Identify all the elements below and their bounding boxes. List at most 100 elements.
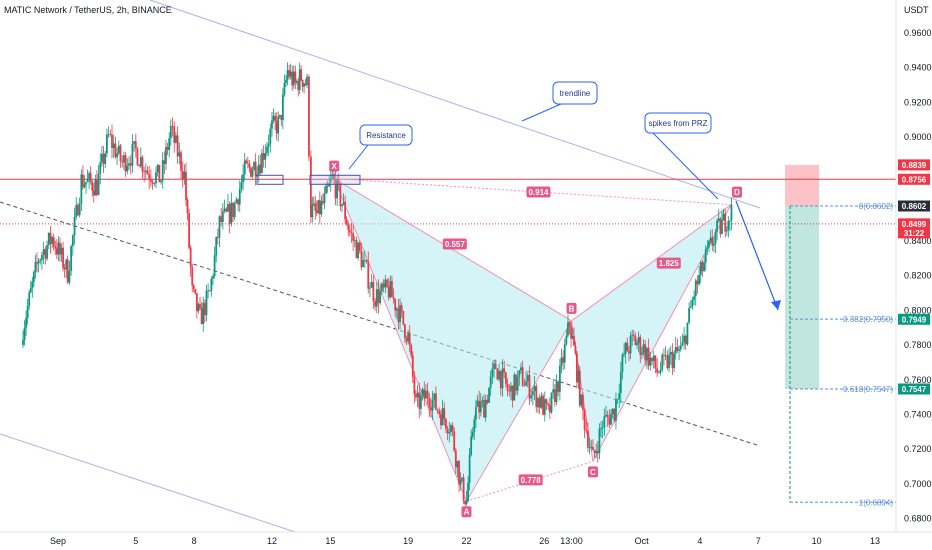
fib-level-label: 0(0.8602) bbox=[859, 202, 894, 211]
candle-body bbox=[407, 332, 410, 342]
candle-body bbox=[250, 167, 252, 177]
candle-body bbox=[711, 237, 714, 246]
candle-body bbox=[688, 307, 690, 323]
candle-body bbox=[375, 289, 378, 307]
price-tag-countdown: 31:22 bbox=[904, 229, 925, 238]
pattern-leg bbox=[466, 320, 572, 502]
candle-body bbox=[470, 436, 473, 456]
candle-body bbox=[358, 242, 361, 251]
candle-body bbox=[181, 170, 184, 180]
candle-body bbox=[28, 292, 31, 306]
candle-body bbox=[352, 233, 355, 241]
candle-body bbox=[537, 397, 539, 408]
x-tick-label: 4 bbox=[697, 536, 702, 546]
candle-body bbox=[448, 432, 451, 434]
candle-body bbox=[114, 143, 117, 158]
fib-level-label: 0.382(0.7950) bbox=[843, 315, 893, 324]
bcd-triangle bbox=[571, 204, 732, 462]
candle-body bbox=[60, 247, 63, 255]
candle-body bbox=[186, 200, 189, 214]
candle-body bbox=[117, 145, 120, 154]
candle-body bbox=[501, 368, 504, 389]
candle-body bbox=[37, 261, 40, 264]
candle-body bbox=[66, 259, 69, 283]
candle-body bbox=[459, 479, 462, 485]
candle-body bbox=[107, 134, 110, 135]
candle-body bbox=[515, 374, 517, 391]
x-tick-label: 26 bbox=[539, 536, 549, 546]
candle-body bbox=[400, 305, 403, 311]
candle-body bbox=[674, 347, 677, 354]
candle-body bbox=[253, 162, 255, 170]
candle-body bbox=[55, 248, 58, 255]
candle-body bbox=[430, 407, 432, 411]
candle-body bbox=[397, 308, 400, 323]
candle-body bbox=[46, 245, 48, 259]
candle-body bbox=[392, 297, 395, 300]
candle-body bbox=[357, 242, 360, 259]
candle-body bbox=[420, 395, 422, 409]
candle-body bbox=[199, 304, 201, 309]
candle-body bbox=[165, 146, 167, 164]
candle-body bbox=[350, 232, 353, 234]
candle-body bbox=[588, 447, 591, 449]
candle-body bbox=[348, 229, 351, 233]
candle-body bbox=[395, 308, 398, 311]
candle-body bbox=[32, 271, 35, 282]
candle-body bbox=[465, 501, 468, 505]
candle-body bbox=[542, 395, 544, 415]
candle-body bbox=[138, 165, 141, 167]
candle-body bbox=[149, 179, 152, 182]
candle-body bbox=[109, 134, 112, 135]
candle-body bbox=[185, 171, 187, 201]
candle-body bbox=[124, 155, 127, 172]
candle-body bbox=[126, 165, 129, 172]
candle-body bbox=[698, 274, 700, 285]
candle-body bbox=[363, 260, 366, 261]
candle-body bbox=[36, 261, 38, 264]
candle-body bbox=[717, 218, 720, 221]
candle-body bbox=[303, 83, 305, 87]
candle-body bbox=[610, 413, 612, 425]
pattern-point-label: A bbox=[464, 508, 470, 517]
candle-body bbox=[235, 199, 238, 203]
fib-level-label: 1(0.6894) bbox=[859, 498, 894, 507]
candle-body bbox=[139, 157, 142, 167]
candle-body bbox=[725, 230, 728, 232]
trendline-upper bbox=[149, 0, 761, 209]
candle-body bbox=[421, 389, 424, 396]
candle-body bbox=[608, 417, 611, 425]
candle-body bbox=[475, 406, 477, 420]
candle-body bbox=[435, 393, 437, 410]
candle-body bbox=[663, 354, 665, 356]
candle-body bbox=[169, 126, 172, 139]
candle-body bbox=[47, 232, 50, 246]
candle-body bbox=[523, 385, 526, 387]
candle-body bbox=[311, 204, 314, 218]
candle-body bbox=[54, 246, 57, 249]
fib-level-label: 0.618(0.7547) bbox=[843, 385, 893, 394]
candle-body bbox=[111, 134, 113, 149]
candle-body bbox=[615, 399, 617, 421]
price-tag-text: 0.7547 bbox=[902, 385, 927, 394]
candle-body bbox=[216, 236, 219, 238]
candle-body bbox=[616, 399, 619, 400]
candle-body bbox=[308, 76, 310, 157]
candle-body bbox=[634, 335, 637, 346]
candle-body bbox=[503, 368, 506, 373]
candle-body bbox=[450, 425, 452, 433]
x-tick-label: 12 bbox=[267, 536, 277, 546]
candle-body bbox=[131, 143, 134, 166]
candle-body bbox=[203, 302, 206, 316]
candle-body bbox=[431, 399, 434, 411]
candle-body bbox=[112, 143, 115, 149]
candle-body bbox=[81, 174, 84, 188]
candle-body bbox=[425, 390, 427, 399]
projection-arrow bbox=[735, 200, 779, 311]
y-tick-label: 0.9400 bbox=[904, 63, 932, 73]
candle-body bbox=[708, 241, 710, 248]
candle-body bbox=[669, 352, 672, 355]
candle-body bbox=[570, 325, 572, 339]
candle-body bbox=[189, 247, 192, 268]
candle-body bbox=[728, 220, 731, 222]
